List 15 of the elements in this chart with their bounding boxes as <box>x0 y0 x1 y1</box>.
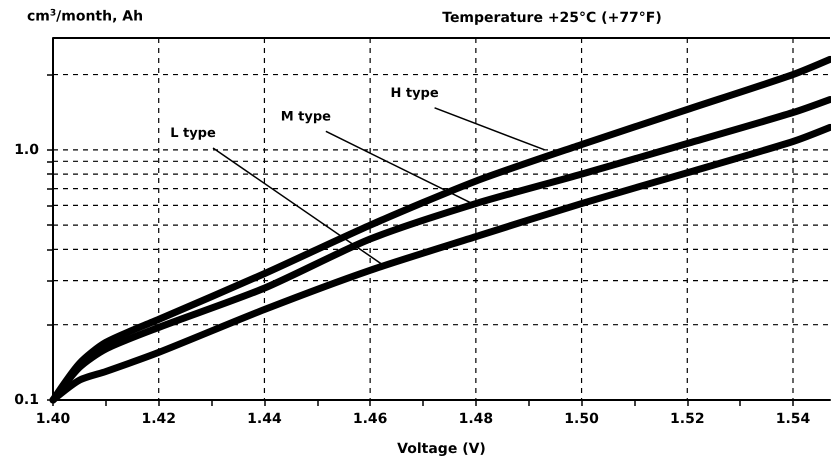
x-tick-label: 1.48 <box>458 411 494 427</box>
x-tick-label: 1.54 <box>776 411 811 427</box>
y-tick-label: 1.0 <box>14 142 40 158</box>
x-tick-label: 1.42 <box>141 411 176 427</box>
annotation: L type <box>170 126 216 142</box>
y-tick-label: 0.1 <box>14 392 39 408</box>
annotation: H type <box>390 86 439 101</box>
x-tick-label: 1.44 <box>247 411 282 427</box>
annotation: M type <box>280 109 332 124</box>
x-tick-label: 1.52 <box>670 411 705 427</box>
x-axis-title: Voltage (V) <box>397 441 486 457</box>
x-tick-label: 1.40 <box>36 411 71 427</box>
x-tick-label: 1.50 <box>564 411 600 427</box>
chart-title: Temperature +25°C (+77°F) <box>442 10 662 26</box>
x-tick-label: 1.46 <box>352 411 388 427</box>
